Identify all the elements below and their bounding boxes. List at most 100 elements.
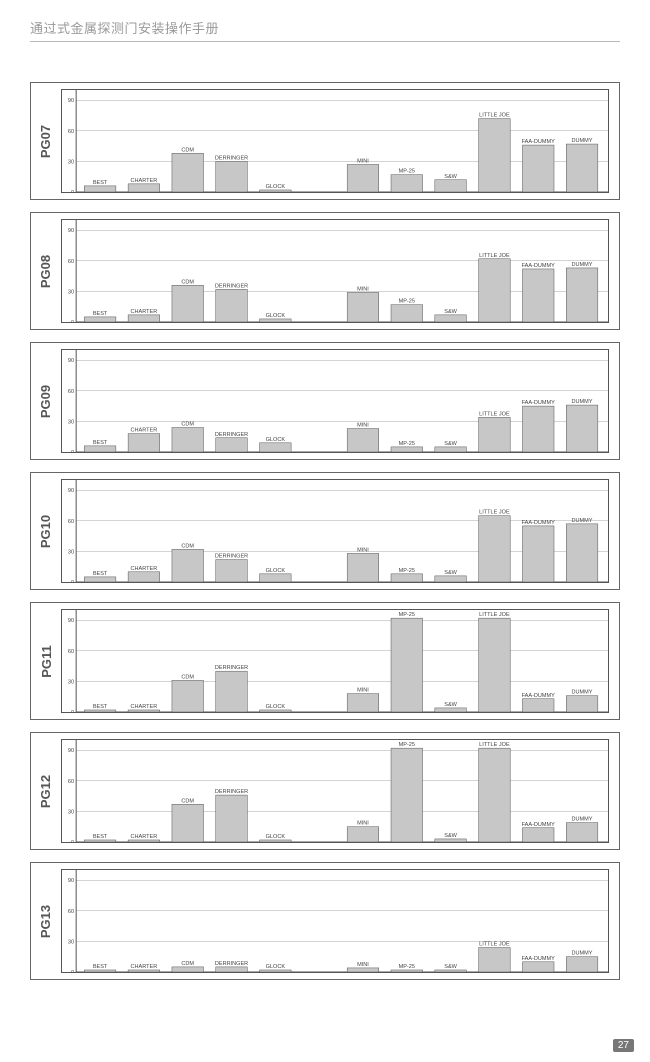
bar bbox=[522, 962, 554, 972]
svg-text:90: 90 bbox=[68, 878, 74, 884]
bar-label: CDM bbox=[181, 422, 194, 428]
bar-label: GLOCK bbox=[266, 313, 286, 319]
bar-label: BEST bbox=[93, 180, 108, 186]
bar-label: MP-25 bbox=[399, 568, 415, 574]
bar-label: MINI bbox=[357, 423, 369, 429]
chart-ylabel: PG09 bbox=[31, 343, 61, 459]
bar bbox=[435, 576, 467, 582]
svg-text:60: 60 bbox=[68, 779, 74, 785]
svg-text:0: 0 bbox=[71, 840, 74, 842]
bar-label: S&W bbox=[444, 570, 457, 576]
svg-text:60: 60 bbox=[68, 909, 74, 915]
bar-label: GLOCK bbox=[266, 964, 286, 970]
bar bbox=[391, 618, 423, 712]
bar-label: DERRINGER bbox=[215, 554, 248, 560]
bar bbox=[347, 968, 379, 972]
bar bbox=[216, 967, 248, 972]
bar bbox=[260, 443, 292, 452]
bar-label: BEST bbox=[93, 571, 108, 577]
bar bbox=[522, 269, 554, 322]
bar-label: CHARTER bbox=[131, 834, 158, 840]
chart-ylabel: PG08 bbox=[31, 213, 61, 329]
bar bbox=[128, 840, 160, 842]
bar-label: GLOCK bbox=[266, 704, 286, 710]
chart-panel: PG090306090BESTCHARTERCDMDERRINGERGLOCKM… bbox=[30, 342, 620, 460]
bar bbox=[391, 447, 423, 452]
bar bbox=[260, 710, 292, 712]
bar-label: FAA-DUMMY bbox=[522, 822, 556, 828]
bar bbox=[391, 574, 423, 582]
bar-label: CDM bbox=[181, 279, 194, 285]
bar-label: MP-25 bbox=[399, 612, 415, 618]
bar bbox=[260, 190, 292, 192]
chart-plot: 0306090BESTCHARTERCDMDERRINGERGLOCKMINIM… bbox=[61, 869, 609, 973]
bar-label: DUMMY bbox=[572, 138, 593, 144]
bar-label: MINI bbox=[357, 287, 369, 293]
bar bbox=[479, 259, 511, 322]
svg-text:0: 0 bbox=[71, 580, 74, 582]
bar-label: GLOCK bbox=[266, 437, 286, 443]
bar bbox=[172, 549, 204, 582]
bar bbox=[435, 447, 467, 452]
bar bbox=[566, 696, 598, 712]
bar bbox=[260, 840, 292, 842]
bar-label: LITTLE JOE bbox=[479, 612, 510, 618]
bar-label: MP-25 bbox=[399, 299, 415, 305]
bar bbox=[128, 184, 160, 192]
bar-label: MINI bbox=[357, 159, 369, 165]
svg-text:0: 0 bbox=[71, 320, 74, 322]
bar bbox=[84, 970, 116, 972]
bar bbox=[216, 671, 248, 712]
bar bbox=[347, 553, 379, 582]
bar bbox=[260, 970, 292, 972]
bar-label: MINI bbox=[357, 962, 369, 968]
chart-ylabel: PG12 bbox=[31, 733, 61, 849]
bar-label: MP-25 bbox=[399, 742, 415, 748]
svg-text:60: 60 bbox=[68, 259, 74, 265]
chart-panel: PG070306090BESTCHARTERCDMDERRINGERGLOCKM… bbox=[30, 82, 620, 200]
bar-label: LITTLE JOE bbox=[479, 510, 510, 516]
bar bbox=[435, 839, 467, 842]
svg-text:30: 30 bbox=[68, 939, 74, 945]
bar-label: FAA-DUMMY bbox=[522, 263, 556, 269]
bar bbox=[435, 970, 467, 972]
bar-label: BEST bbox=[93, 704, 108, 710]
chart-ylabel: PG10 bbox=[31, 473, 61, 589]
bar-label: GLOCK bbox=[266, 568, 286, 574]
bar-label: MP-25 bbox=[399, 441, 415, 447]
bar-label: LITTLE JOE bbox=[479, 411, 510, 417]
svg-text:0: 0 bbox=[71, 710, 74, 712]
chart-panel: PG100306090BESTCHARTERCDMDERRINGERGLOCKM… bbox=[30, 472, 620, 590]
bar bbox=[128, 710, 160, 712]
bar-label: DUMMY bbox=[572, 399, 593, 405]
bar bbox=[522, 699, 554, 712]
bar-label: CDM bbox=[181, 147, 194, 153]
svg-text:90: 90 bbox=[68, 748, 74, 754]
bar bbox=[566, 957, 598, 972]
bar-label: DERRINGER bbox=[215, 665, 248, 671]
chart-plot: 0306090BESTCHARTERCDMDERRINGERGLOCKMINIM… bbox=[61, 479, 609, 583]
svg-text:0: 0 bbox=[71, 970, 74, 972]
page-number: 27 bbox=[613, 1039, 634, 1052]
bar bbox=[391, 175, 423, 192]
bar-label: S&W bbox=[444, 174, 457, 180]
bar bbox=[479, 516, 511, 582]
bar-label: DERRINGER bbox=[215, 155, 248, 161]
bar bbox=[260, 574, 292, 582]
bar-label: MINI bbox=[357, 821, 369, 827]
chart-ylabel: PG13 bbox=[31, 863, 61, 979]
bar bbox=[479, 748, 511, 842]
bar-label: DUMMY bbox=[572, 690, 593, 696]
bar bbox=[216, 560, 248, 582]
bar-label: LITTLE JOE bbox=[479, 942, 510, 948]
chart-plot: 0306090BESTCHARTERCDMDERRINGERGLOCKMINIM… bbox=[61, 349, 609, 453]
bar bbox=[172, 428, 204, 452]
svg-text:60: 60 bbox=[68, 129, 74, 135]
bar-label: GLOCK bbox=[266, 834, 286, 840]
bar-label: S&W bbox=[444, 964, 457, 970]
bar-label: CHARTER bbox=[131, 178, 158, 184]
bar-label: S&W bbox=[444, 702, 457, 708]
svg-text:30: 30 bbox=[68, 809, 74, 815]
svg-text:0: 0 bbox=[71, 190, 74, 192]
bar-label: DUMMY bbox=[572, 262, 593, 268]
